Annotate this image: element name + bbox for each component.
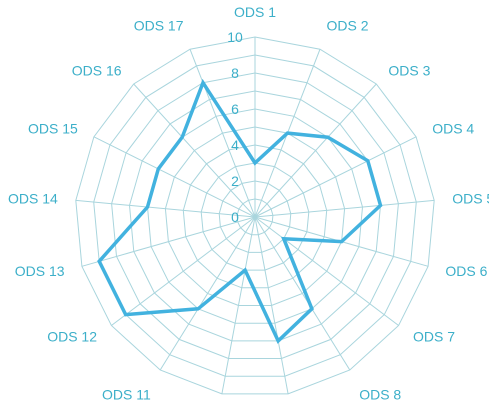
axis-spoke bbox=[159, 216, 256, 371]
category-label: ODS 14 bbox=[8, 191, 58, 207]
axis-spoke bbox=[133, 83, 256, 218]
axis-spoke bbox=[93, 136, 256, 218]
axis-spoke bbox=[254, 216, 399, 326]
grid-ring bbox=[164, 126, 346, 306]
grid-ring bbox=[218, 180, 292, 253]
axis-spoke bbox=[254, 199, 435, 218]
axis-spoke bbox=[111, 216, 256, 326]
grid-ring bbox=[75, 36, 435, 395]
category-label: ODS 2 bbox=[327, 17, 369, 33]
category-label: ODS 8 bbox=[359, 386, 401, 402]
category-label: ODS 6 bbox=[445, 263, 487, 279]
category-label: ODS 17 bbox=[134, 17, 184, 33]
tick-label: 6 bbox=[231, 101, 239, 117]
series-line bbox=[97, 78, 383, 344]
series-layer bbox=[97, 78, 383, 344]
axis-spoke bbox=[189, 49, 256, 218]
grid-ring bbox=[128, 90, 382, 342]
category-label: ODS 9 bbox=[270, 413, 312, 414]
grid-ring bbox=[200, 162, 310, 271]
tick-label: 0 bbox=[231, 209, 239, 225]
category-label: ODS 1 bbox=[234, 4, 276, 20]
category-label: ODS 3 bbox=[388, 63, 430, 79]
category-label: ODS 15 bbox=[28, 121, 78, 137]
axis-spoke bbox=[221, 216, 256, 394]
axis-spoke bbox=[81, 216, 256, 267]
axis-spoke bbox=[254, 83, 377, 218]
category-label: ODS 16 bbox=[72, 63, 122, 79]
category-label: ODS 4 bbox=[432, 121, 474, 137]
tick-labels: 0 2 4 6 8 10 bbox=[227, 29, 243, 225]
category-label: ODS 7 bbox=[413, 328, 455, 344]
axis-spoke bbox=[75, 199, 256, 218]
tick-label: 10 bbox=[227, 29, 243, 45]
category-label: ODS 10 bbox=[194, 413, 244, 414]
tick-label: 4 bbox=[231, 137, 239, 153]
grid bbox=[75, 36, 435, 395]
category-label: ODS 12 bbox=[47, 328, 97, 344]
grid-ring bbox=[236, 198, 274, 236]
category-label: ODS 5 bbox=[452, 191, 489, 207]
axis-spoke bbox=[254, 216, 351, 371]
axis-spoke bbox=[254, 136, 417, 218]
grid-ring bbox=[93, 54, 417, 377]
axis-spoke bbox=[254, 216, 289, 394]
category-labels: ODS 1 ODS 2 ODS 3 ODS 4 ODS 5 ODS 6 ODS 7 ODS 8… bbox=[8, 4, 489, 414]
category-label: ODS 13 bbox=[15, 263, 65, 279]
tick-label: 2 bbox=[231, 173, 239, 189]
category-label: ODS 11 bbox=[102, 386, 151, 402]
grid-ring bbox=[111, 72, 399, 359]
tick-label: 8 bbox=[231, 65, 239, 81]
